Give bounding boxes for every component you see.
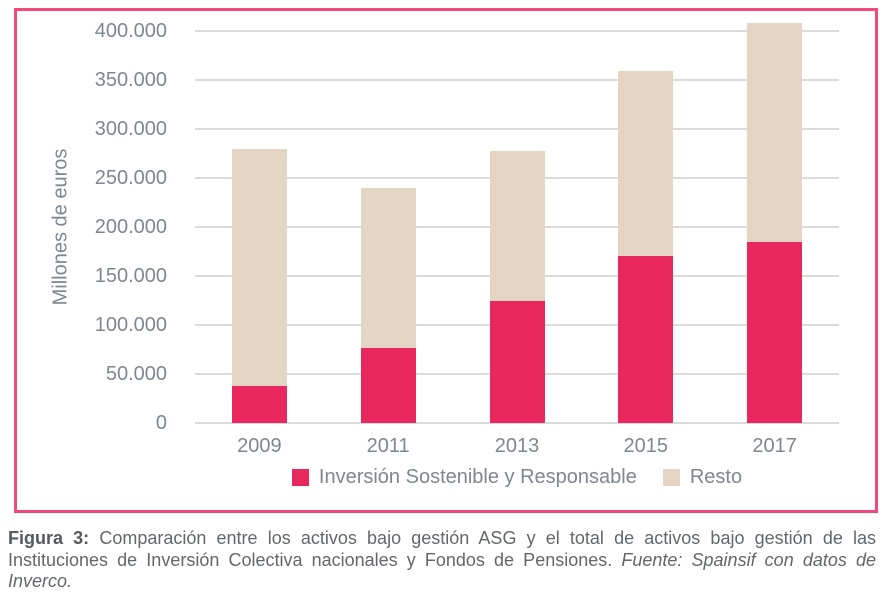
legend-item: Resto [662, 466, 743, 489]
y-gridline [195, 422, 839, 424]
y-axis-tick-label: 200.000 [94, 216, 167, 238]
x-axis-tick-label: 2011 [366, 435, 410, 457]
bar-segment-resto [489, 150, 545, 302]
y-gridline [195, 30, 839, 32]
bar-segment-isr [231, 385, 287, 423]
bar-segment-resto [618, 71, 674, 257]
chart-frame: Millones de euros 0 50.000 100.000 150.000 2… [14, 8, 878, 513]
bar-segment-isr [618, 256, 674, 423]
legend-swatch-icon [662, 469, 680, 486]
y-axis-tick-label: 250.000 [94, 167, 167, 189]
x-axis-tick-label: 2009 [237, 435, 282, 457]
bar-segment-isr [747, 241, 803, 423]
figure-caption: Figura 3: Comparación entre los activos … [8, 528, 876, 593]
bar-segment-isr [360, 347, 416, 423]
x-axis-tick-label: 2015 [623, 435, 669, 457]
x-axis-tick-label: 2017 [752, 435, 797, 457]
legend-swatch-icon [291, 469, 309, 486]
bar-segment-resto [231, 148, 287, 386]
y-axis-tick-label: 0 [155, 412, 167, 434]
figure-caption-label: Figura 3: [8, 528, 90, 548]
figure-caption-source: Fuente: Spainsif con datos de Inverco. [8, 549, 876, 592]
x-axis-tick-label: 2013 [494, 435, 540, 457]
legend-label: Inversión Sostenible y Responsable [318, 466, 637, 488]
y-axis-tick-label: 150.000 [94, 265, 167, 287]
bar-segment-resto [360, 187, 416, 348]
bar-segment-resto [747, 23, 803, 242]
y-axis-tick-label: 400.000 [94, 20, 167, 42]
chart-legend: Inversión Sostenible y Responsable Resto [195, 466, 839, 489]
bar-segment-isr [489, 301, 545, 423]
figure-caption-text: Comparación entre los activos bajo gesti… [8, 528, 876, 570]
y-axis-tick-label: 50.000 [105, 363, 167, 385]
y-gridline [195, 79, 839, 81]
legend-item: Inversión Sostenible y Responsable [291, 466, 637, 489]
legend-label: Resto [689, 466, 743, 488]
y-gridline [195, 128, 839, 130]
y-axis-tick-label: 100.000 [94, 314, 167, 336]
y-axis-tick-label: 300.000 [94, 118, 167, 140]
y-axis-tick-label: 350.000 [94, 69, 167, 91]
